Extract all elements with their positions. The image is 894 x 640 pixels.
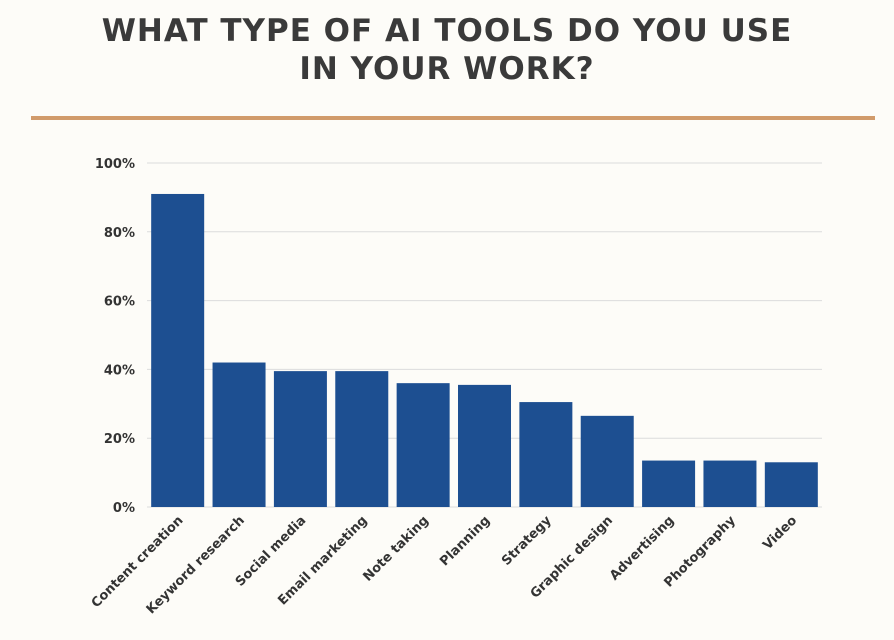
bar [396,383,450,507]
chart-title-line-2: IN YOUR WORK? [299,51,595,87]
bar [335,371,389,507]
bar [764,462,818,507]
x-category-label: Note taking [361,513,432,584]
y-axis-ticks: 0% 20% 40% 60% 80% 100% [95,157,135,516]
bar [458,384,511,507]
chart-title-line-1: WHAT TYPE OF AI TOOLS DO YOU USE [101,13,793,49]
y-tick-label: 80% [104,226,135,241]
x-category-label: Planning [437,513,493,569]
y-tick-label: 0% [113,501,135,516]
bar [212,362,266,507]
x-category-label: Video [760,513,800,553]
bar [273,371,327,507]
y-tick-label: 60% [104,295,135,310]
bar [151,193,205,507]
bars [151,193,818,507]
bar [580,415,634,507]
title-divider [31,116,875,120]
bar [642,460,696,507]
y-tick-label: 20% [104,432,135,447]
bar [703,460,757,507]
y-tick-label: 40% [104,363,135,378]
x-category-label: Advertising [607,513,677,583]
x-category-label: Strategy [499,513,555,569]
y-tick-label: 100% [95,157,135,172]
bar [519,402,573,507]
chart-title: WHAT TYPE OF AI TOOLS DO YOU USE IN YOUR… [0,12,894,88]
